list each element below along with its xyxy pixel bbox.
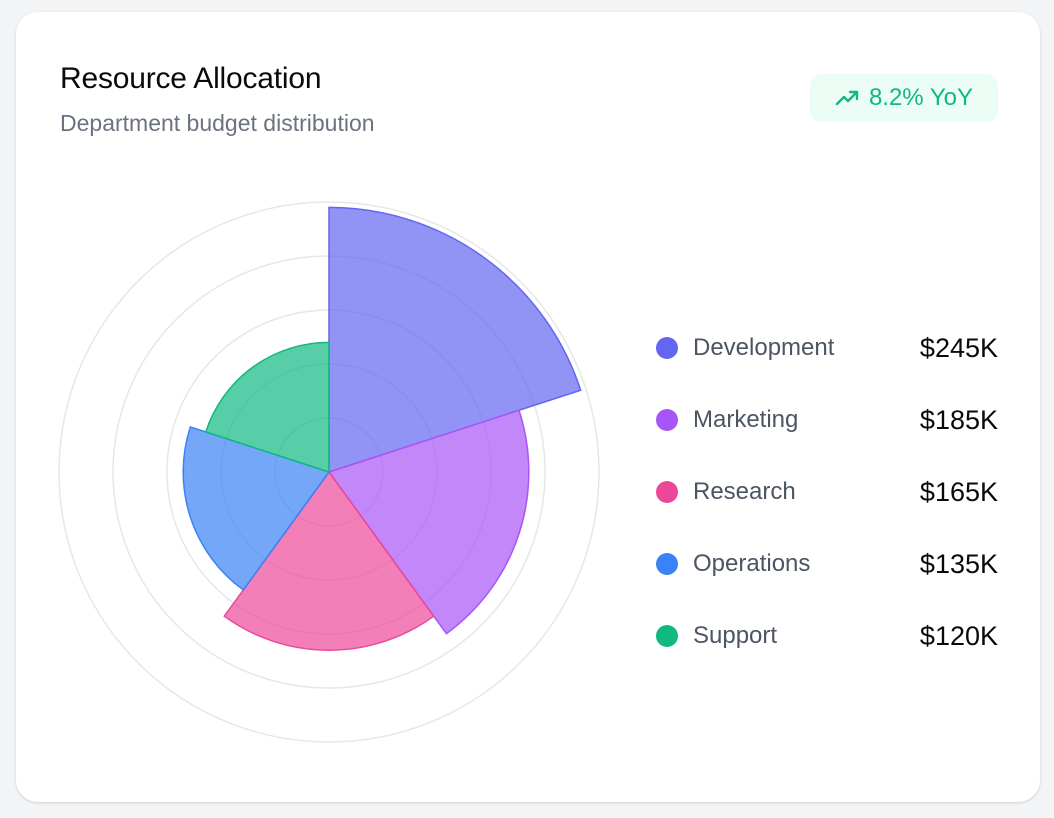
legend-item-marketing[interactable]: Marketing $185K bbox=[656, 384, 998, 456]
grid-ring bbox=[58, 201, 600, 743]
sector-support[interactable] bbox=[204, 341, 330, 474]
legend-label: Development bbox=[693, 334, 835, 361]
legend-item-support[interactable]: Support $120K bbox=[656, 600, 998, 672]
legend-label: Research bbox=[693, 478, 796, 505]
chart-sectors bbox=[182, 206, 582, 651]
legend-value: $165K bbox=[919, 476, 998, 507]
legend-label: Marketing bbox=[693, 406, 799, 433]
legend-value: $185K bbox=[919, 404, 998, 435]
legend-value: $135K bbox=[919, 548, 998, 579]
sector-marketing[interactable] bbox=[327, 409, 530, 635]
yoy-growth-text: 8.2% YoY bbox=[868, 84, 974, 111]
sector-operations[interactable] bbox=[182, 426, 331, 591]
legend-label: Support bbox=[693, 622, 778, 649]
chart-legend: Development $245K Marketing $185K Research $1… bbox=[656, 312, 998, 672]
sector-development[interactable] bbox=[328, 206, 582, 474]
legend-value: $245K bbox=[919, 332, 998, 363]
trending-up-icon bbox=[835, 88, 861, 108]
resource-allocation-card: Resource Allocation Department budget di… bbox=[16, 12, 1040, 802]
legend-label: Operations bbox=[693, 550, 811, 577]
legend-color-dot bbox=[656, 625, 678, 647]
legend-color-dot bbox=[656, 553, 678, 575]
legend-color-dot bbox=[656, 481, 678, 503]
legend-color-dot bbox=[656, 337, 678, 359]
legend-item-research[interactable]: Research $165K bbox=[656, 456, 998, 528]
yoy-growth-badge: 8.2% YoY bbox=[810, 74, 998, 122]
card-subtitle: Department budget distribution bbox=[60, 110, 375, 136]
card-title: Resource Allocation bbox=[60, 62, 322, 95]
sector-research[interactable] bbox=[223, 470, 435, 651]
legend-item-operations[interactable]: Operations $135K bbox=[656, 528, 998, 600]
legend-value: $120K bbox=[919, 620, 998, 651]
polar-area-chart bbox=[58, 201, 600, 743]
legend-item-development[interactable]: Development $245K bbox=[656, 312, 998, 384]
legend-color-dot bbox=[656, 409, 678, 431]
